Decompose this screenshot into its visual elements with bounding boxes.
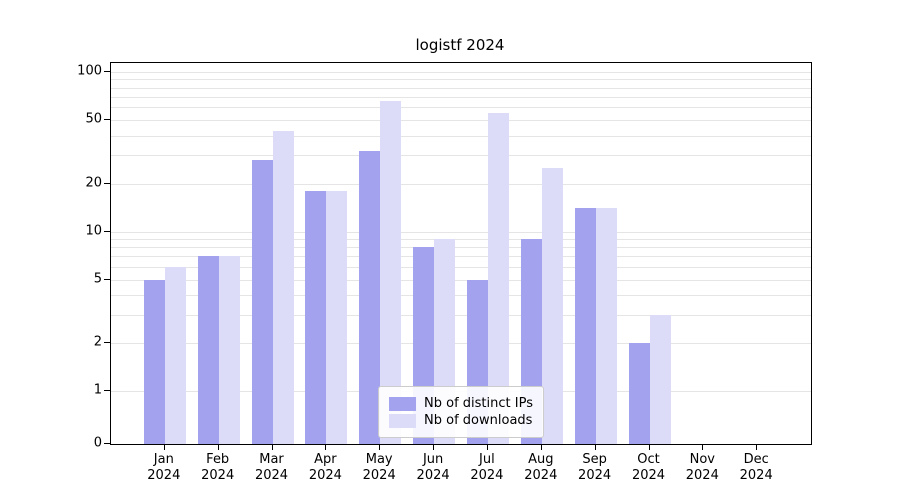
bar-downloads (487, 113, 509, 444)
gridline (111, 155, 811, 157)
gridline (111, 107, 811, 109)
bar-downloads (380, 100, 402, 444)
y-tick-label: 50 (85, 111, 102, 127)
y-tick-label: 10 (85, 223, 102, 238)
legend-label-downloads: Nb of downloads (424, 413, 533, 428)
x-tick-mark (486, 444, 488, 450)
legend-label-ips: Nb of distinct IPs (424, 396, 533, 411)
y-tick-mark (104, 230, 110, 232)
gridline (111, 231, 811, 233)
legend: Nb of distinct IPs Nb of downloads (378, 386, 544, 438)
x-tick-mark (325, 444, 327, 450)
y-tick-label: 2 (93, 334, 102, 350)
gridline (111, 87, 811, 89)
gridline (111, 183, 811, 185)
x-tick-mark (648, 444, 650, 450)
y-tick-label: 5 (93, 271, 102, 286)
bar-downloads (218, 256, 240, 444)
legend-swatch-ips (389, 396, 417, 411)
x-tick-label: Jan 2024 (147, 452, 181, 484)
bar-downloads (164, 266, 186, 444)
legend-row-ips: Nb of distinct IPs (389, 396, 533, 411)
gridline (111, 314, 811, 316)
x-tick-mark (217, 444, 219, 450)
gridline (111, 96, 811, 98)
bar-distinct-ips (628, 343, 650, 444)
y-tick-label: 1 (93, 382, 102, 398)
gridline (111, 135, 811, 137)
gridline (111, 266, 811, 268)
x-tick-mark (163, 444, 165, 450)
bar-downloads (541, 168, 563, 444)
x-tick-mark (756, 444, 758, 450)
x-tick-mark (594, 444, 596, 450)
plot-area: Nb of distinct IPs Nb of downloads (110, 62, 812, 445)
bar-distinct-ips (574, 208, 596, 444)
y-tick-mark (104, 390, 110, 391)
bar-downloads (326, 190, 348, 444)
legend-swatch-downloads (389, 413, 417, 428)
y-tick-mark (104, 342, 110, 343)
x-tick-label: Jul 2024 (470, 452, 504, 484)
x-tick-mark (540, 444, 542, 450)
x-tick-label: Nov 2024 (685, 452, 719, 484)
gridline (111, 295, 811, 296)
gridline (111, 79, 811, 81)
chart-title: logistf 2024 (415, 36, 505, 54)
bar-distinct-ips (305, 190, 327, 444)
gridline (111, 256, 811, 258)
gridline (111, 120, 811, 121)
y-tick-mark (104, 182, 110, 184)
x-tick-label: May 2024 (362, 452, 396, 484)
bar-downloads (649, 314, 671, 444)
bar-downloads (272, 130, 294, 444)
y-tick-label: 100 (77, 63, 102, 79)
bar-distinct-ips (143, 279, 165, 444)
x-tick-label: Sep 2024 (578, 452, 612, 484)
y-tick-label: 0 (93, 435, 102, 451)
x-tick-label: Aug 2024 (524, 452, 558, 484)
gridline (111, 279, 811, 281)
gridline (111, 247, 811, 248)
bar-distinct-ips (251, 160, 273, 444)
gridline (111, 343, 811, 344)
y-tick-label: 20 (85, 175, 102, 190)
bar-distinct-ips (359, 150, 381, 444)
x-tick-mark (271, 444, 273, 450)
gridline (111, 238, 811, 240)
bar-distinct-ips (197, 256, 219, 444)
x-tick-mark (433, 444, 435, 450)
x-tick-label: Jun 2024 (416, 452, 450, 484)
x-tick-label: Feb 2024 (201, 452, 235, 484)
legend-row-downloads: Nb of downloads (389, 413, 533, 428)
y-tick-mark (104, 278, 110, 280)
y-tick-mark (104, 119, 110, 120)
x-tick-label: Oct 2024 (631, 452, 666, 484)
y-tick-mark (104, 71, 110, 72)
x-tick-label: Mar 2024 (254, 452, 289, 484)
x-tick-mark (379, 444, 381, 450)
gridline (111, 72, 811, 73)
y-tick-mark (104, 443, 110, 444)
x-tick-mark (702, 444, 704, 450)
x-tick-label: Dec 2024 (739, 452, 773, 484)
x-tick-label: Apr 2024 (308, 452, 342, 484)
bar-downloads (595, 208, 617, 444)
